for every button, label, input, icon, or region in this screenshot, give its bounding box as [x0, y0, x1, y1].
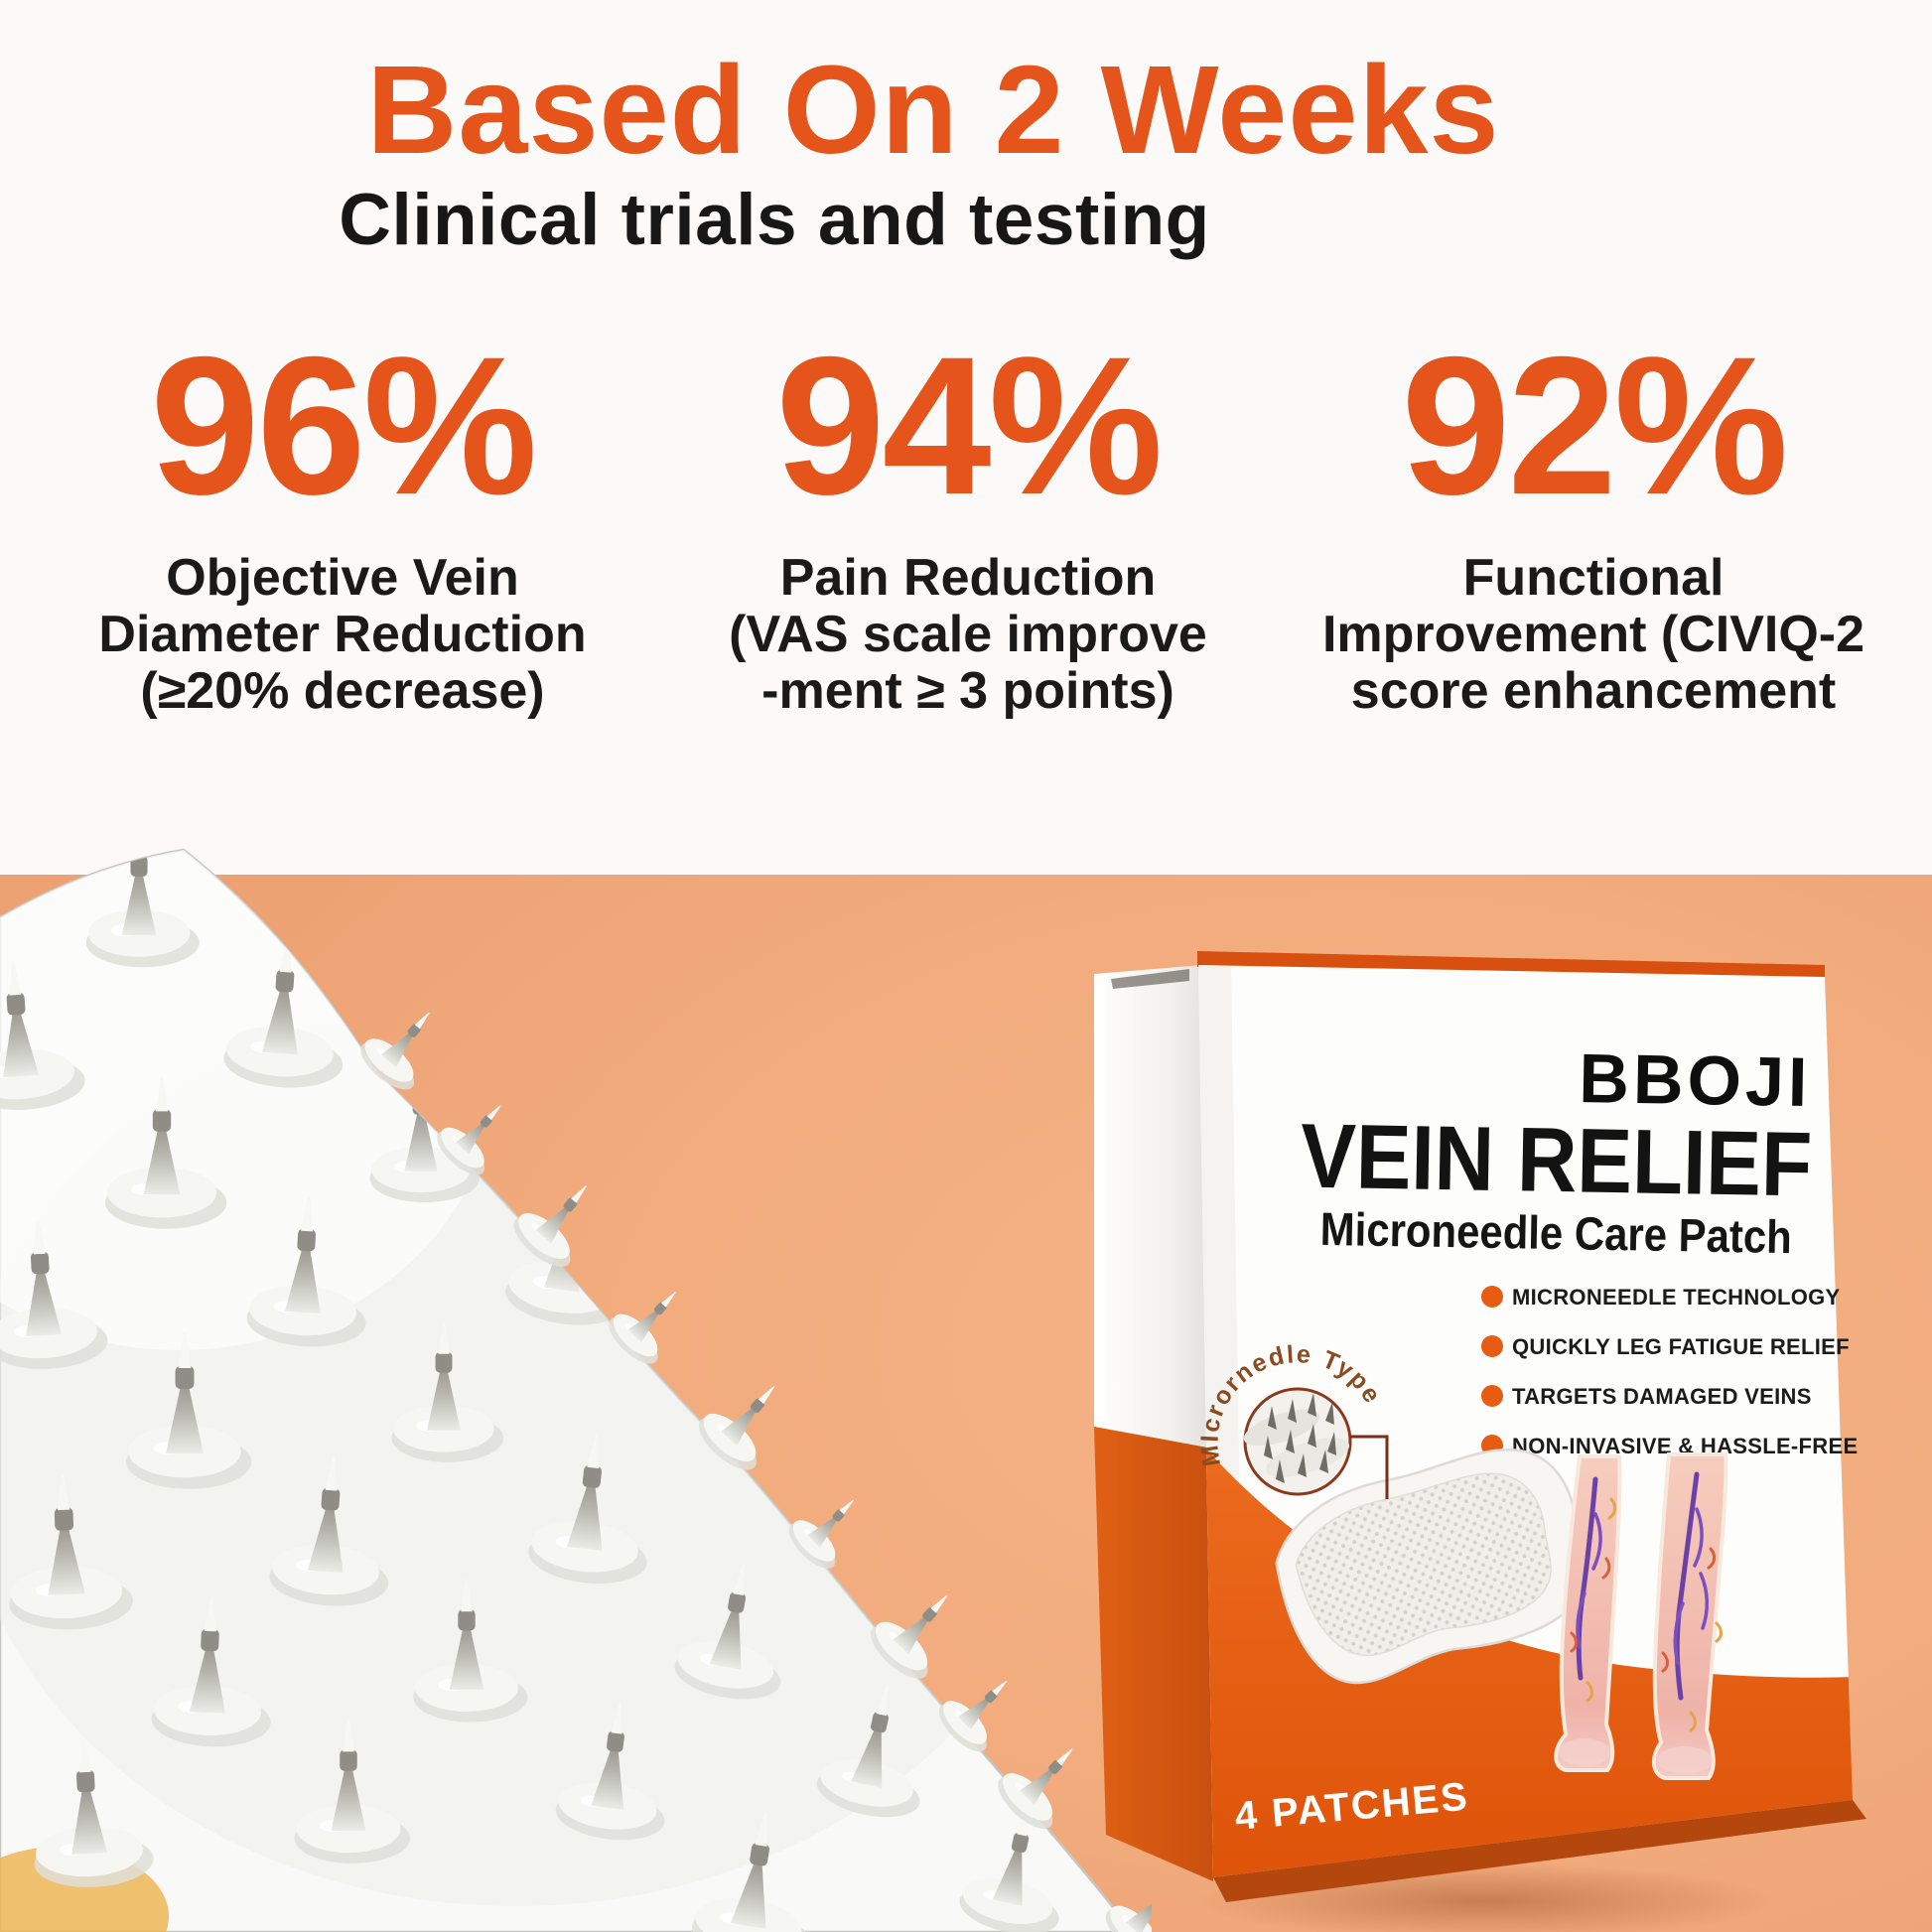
stat-desc-line: (≥20% decrease): [140, 662, 545, 721]
box-side-face-orange: [1094, 1427, 1213, 1881]
box-top-edge: [1197, 951, 1825, 979]
subheadline: Clinical trials and testing: [339, 180, 1210, 260]
box-bottom-face: [1213, 1800, 1866, 1902]
stat-functional-improvement: 92% Functional Improvement (CIVIQ-2 scor…: [1246, 328, 1932, 721]
badge-needles: [1243, 1393, 1350, 1483]
stat-desc-line: Objective Vein: [166, 549, 519, 607]
feature-item: MICRONEEDLE TECHNOLOGY: [1512, 1285, 1841, 1310]
stat-description: Pain Reduction (VAS scale improve -ment …: [621, 549, 1315, 721]
stat-pain-reduction: 94% Pain Reduction (VAS scale improve -m…: [621, 328, 1315, 721]
stat-objective-vein: 96% Objective Vein Diameter Reduction (≥…: [0, 328, 690, 721]
stat-desc-line: Diameter Reduction: [98, 606, 587, 664]
microneedle-patch-photo: [0, 848, 1152, 1932]
product-name: VEIN RELIEF: [1300, 1106, 1813, 1216]
legs-illustration: [1554, 1452, 1728, 1780]
product-subtitle: Microneedle Care Patch: [1319, 1202, 1792, 1263]
patch-illustration: [1275, 1449, 1586, 1685]
bullet-dot-icon: [1481, 1335, 1503, 1357]
badge-connector-line: [1350, 1435, 1389, 1499]
box-lid-slit: [1111, 969, 1189, 989]
product-box-photo: BBOJI VEIN RELIEF Microneedle Care Patch…: [1094, 951, 1866, 1902]
stat-value: 92%: [1401, 316, 1788, 535]
headline: Based On 2 Weeks: [366, 40, 1500, 180]
stat-desc-line: (VAS scale improve: [729, 606, 1207, 664]
stat-desc-line: Pain Reduction: [779, 549, 1157, 607]
brand-logo: BBOJI: [1579, 1039, 1812, 1121]
stat-desc-line: score enhancement: [1350, 662, 1837, 721]
stat-value: 96%: [150, 316, 537, 535]
feature-item: TARGETS DAMAGED VEINS: [1512, 1384, 1812, 1409]
stat-desc-line: Functional: [1462, 549, 1725, 607]
bullet-dot-icon: [1481, 1385, 1503, 1407]
box-side-face: [1094, 965, 1207, 1448]
stat-description: Functional Improvement (CIVIQ-2 score en…: [1246, 549, 1932, 721]
stat-description: Objective Vein Diameter Reduction (≥20% …: [0, 549, 690, 721]
stat-value: 94%: [775, 316, 1163, 535]
stat-desc-line: -ment ≥ 3 points): [761, 662, 1174, 721]
stat-desc-line: Improvement (CIVIQ-2: [1321, 606, 1865, 664]
feature-item: QUICKLY LEG FATIGUE RELIEF: [1512, 1334, 1850, 1359]
bullet-dot-icon: [1481, 1286, 1503, 1308]
